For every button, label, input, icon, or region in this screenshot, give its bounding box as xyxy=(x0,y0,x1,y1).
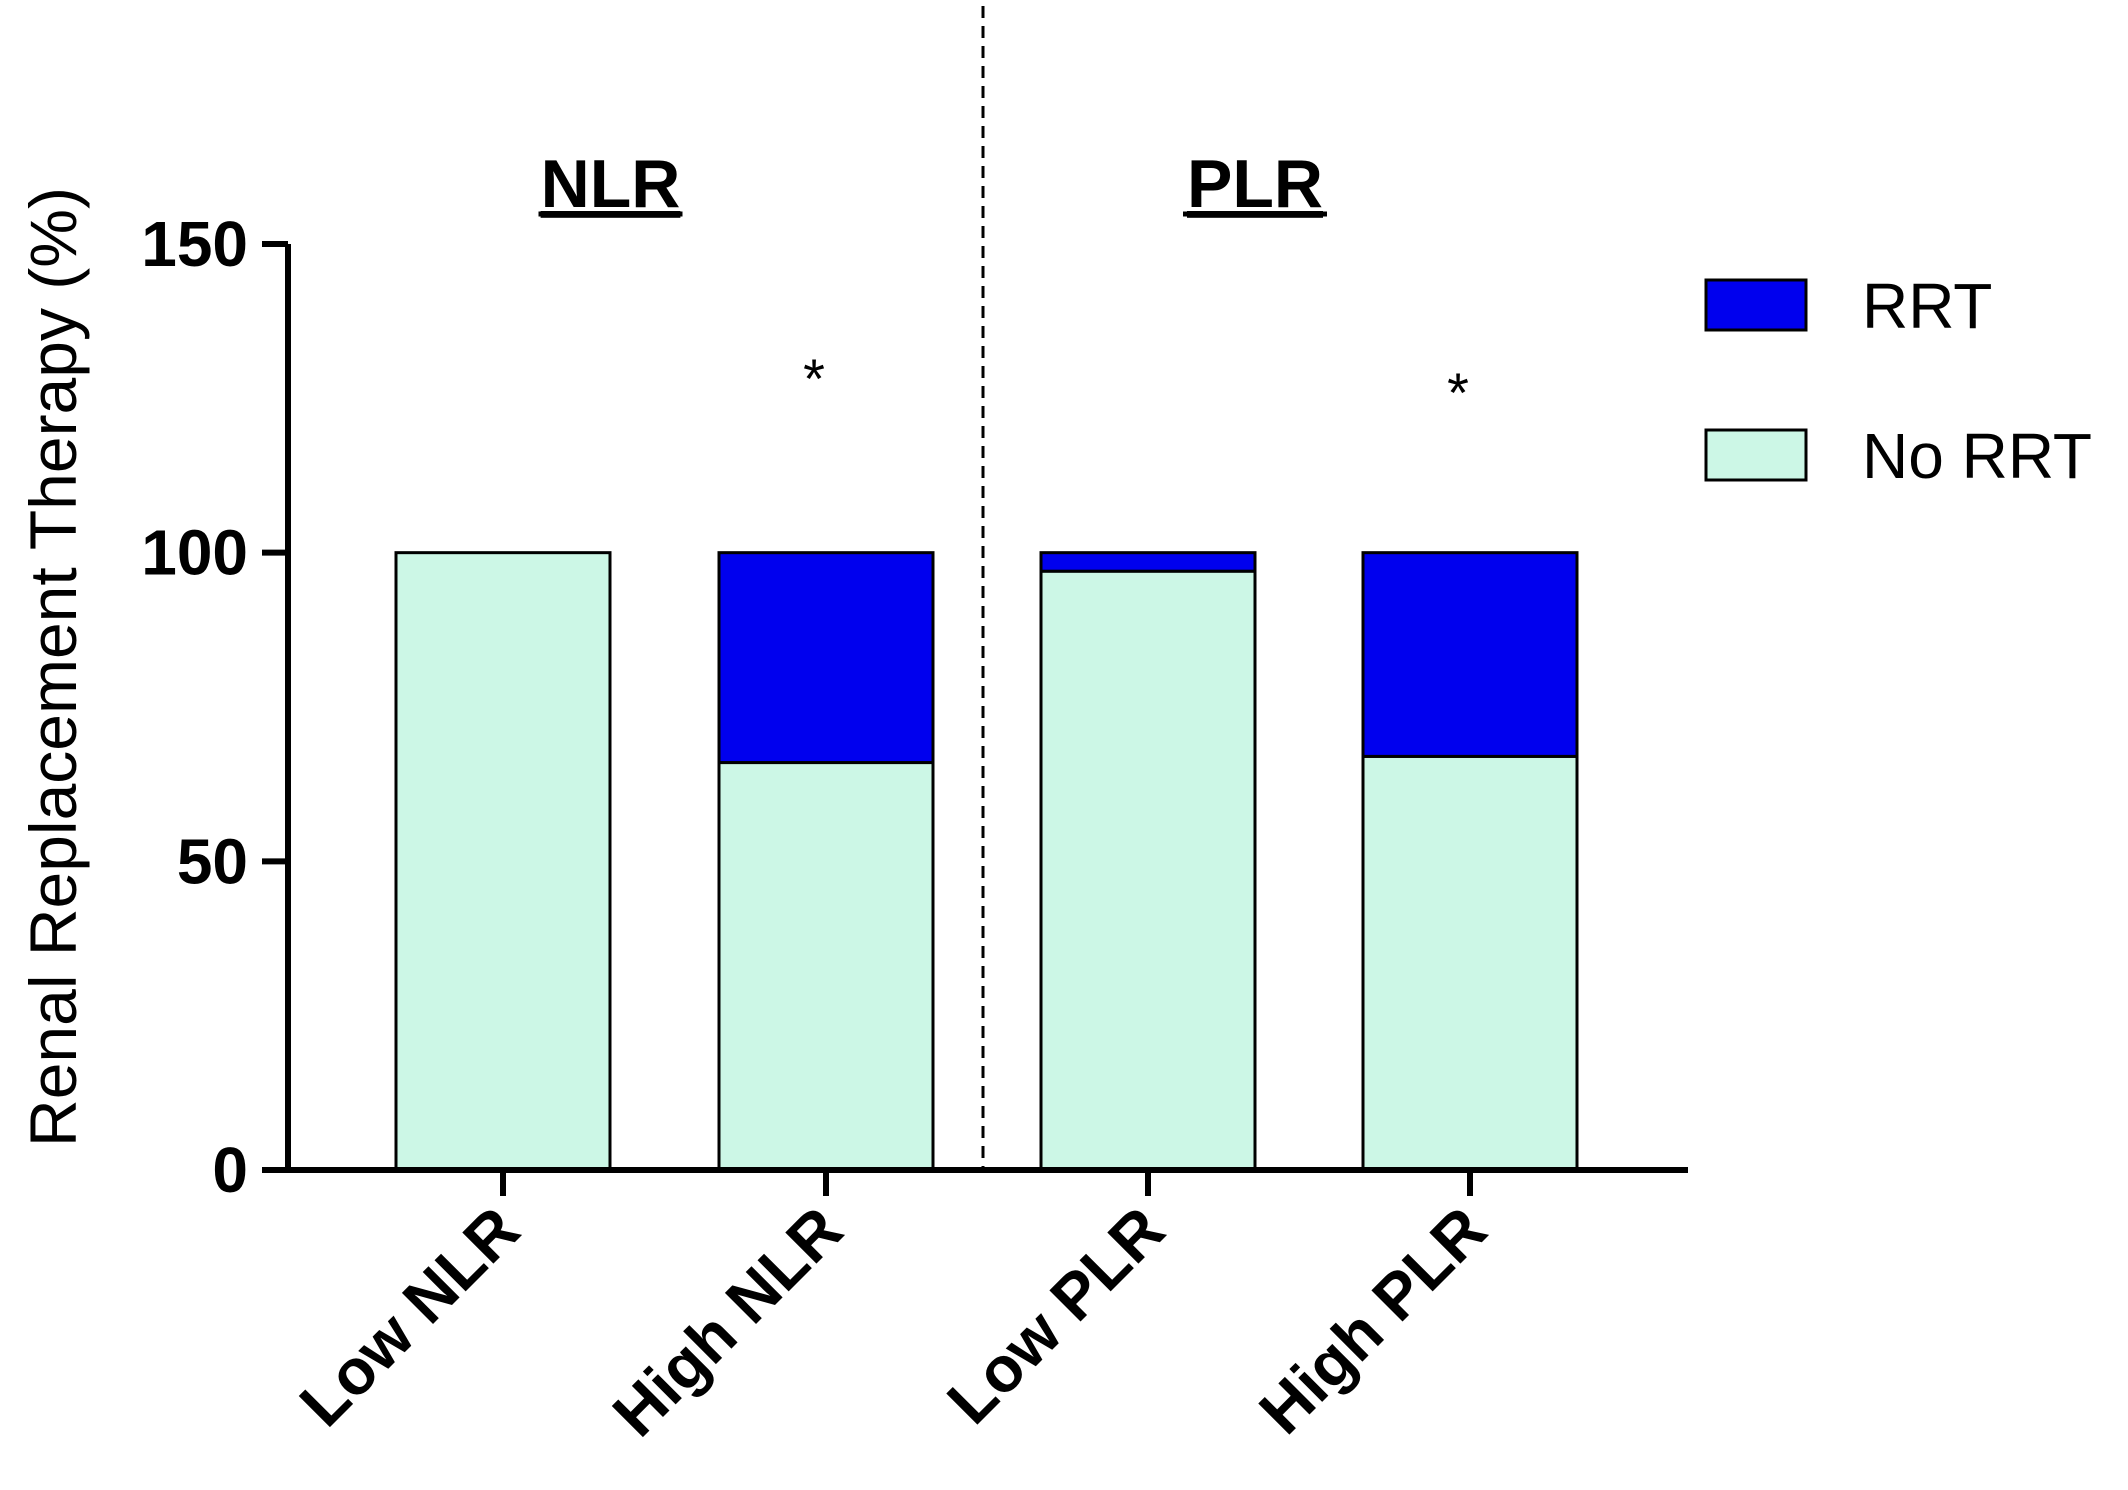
legend-label-rrt: RRT xyxy=(1862,270,1992,342)
x-tick-label-high-plr: High PLR xyxy=(1245,1193,1500,1448)
y-tick-label-150: 150 xyxy=(141,208,248,280)
bars-layer xyxy=(394,551,1579,1172)
significance-marker-high-nlr: * xyxy=(803,347,825,410)
bar-high-plr-no-rrt xyxy=(1361,754,1579,1172)
axes-layer xyxy=(262,6,1688,1196)
group-title-nlr: NLR xyxy=(541,146,681,222)
y-axis-title: Renal Replacement Therapy (%) xyxy=(16,187,90,1147)
bar-low-plr-no-rrt xyxy=(1039,569,1257,1172)
group-title-plr: PLR xyxy=(1187,146,1323,222)
x-tick-label-low-nlr: Low NLR xyxy=(286,1193,533,1440)
legend-swatch-no-rrt xyxy=(1704,428,1808,482)
bar-high-nlr-rrt xyxy=(717,551,935,765)
legend-label-no-rrt: No RRT xyxy=(1862,420,2092,492)
bar-high-plr-rrt xyxy=(1361,551,1579,758)
y-tick-label-100: 100 xyxy=(141,517,248,589)
legend-swatch-rrt xyxy=(1704,278,1808,332)
bar-high-nlr-no-rrt xyxy=(717,761,935,1172)
y-tick-label-0: 0 xyxy=(212,1134,248,1206)
significance-marker-high-plr: * xyxy=(1447,361,1469,424)
y-tick-label-50: 50 xyxy=(177,825,248,897)
bar-low-plr-rrt xyxy=(1039,551,1257,573)
bar-low-nlr-no-rrt xyxy=(394,551,612,1172)
legend: RRT No RRT xyxy=(1704,270,2092,492)
x-tick-label-low-plr: Low PLR xyxy=(933,1193,1177,1437)
x-tick-label-high-nlr: High NLR xyxy=(599,1193,856,1450)
